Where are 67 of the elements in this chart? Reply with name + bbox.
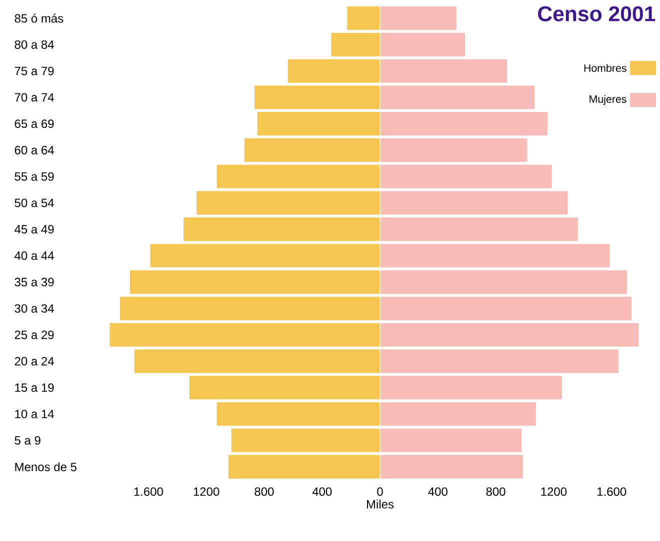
bar (108, 322, 380, 348)
bar (196, 190, 380, 216)
x-tick-label: 1200 (194, 487, 220, 496)
y-tick-label: 45 a 49 (14, 225, 54, 234)
bar (380, 6, 458, 31)
bar (380, 32, 466, 58)
bar (380, 454, 524, 480)
y-tick-label: 40 a 44 (14, 251, 54, 260)
y-tick-label: 10 a 14 (15, 410, 54, 418)
bar (256, 111, 380, 136)
bar (228, 454, 380, 480)
bar (380, 164, 553, 190)
y-tick-label: 35 a 39 (14, 278, 54, 286)
bar (380, 84, 536, 110)
x-tick-label: 800 (254, 487, 274, 496)
x-tick-label: 400 (312, 487, 332, 496)
y-tick-label: 15 a 19 (15, 383, 54, 392)
bar (380, 111, 548, 136)
bar (230, 428, 380, 453)
bar (380, 375, 563, 400)
bar (182, 216, 380, 242)
legend-label: Hombres (584, 64, 626, 72)
x-tick-label: 0 (377, 487, 383, 496)
bar (380, 401, 537, 427)
x-tick-label: 1.600 (597, 487, 626, 496)
bar (244, 138, 380, 163)
chart-title: Censo 2001 (538, 6, 656, 22)
bar (346, 6, 380, 31)
bar (380, 216, 579, 242)
y-tick-label: 60 a 64 (14, 146, 54, 154)
bar (216, 401, 380, 427)
bar (380, 243, 611, 268)
y-tick-label: 80 a 84 (14, 40, 54, 49)
x-tick-label: 1.600 (134, 487, 163, 496)
bar (380, 190, 569, 216)
x-tick-label: 800 (486, 487, 506, 496)
bar (129, 270, 380, 295)
bar (254, 84, 380, 110)
bar (380, 428, 522, 453)
bar (380, 296, 632, 322)
x-tick-label: 1200 (541, 487, 567, 496)
bar (149, 243, 380, 268)
bar (216, 164, 380, 190)
bar (380, 138, 528, 163)
bar (286, 58, 380, 84)
bar (119, 296, 380, 322)
bar (380, 348, 620, 374)
x-axis-title: Miles (366, 500, 394, 509)
x-tick-label: 400 (428, 487, 448, 496)
y-tick-label: Menos de 5 (15, 462, 76, 472)
y-tick-label: 65 a 69 (14, 119, 54, 128)
bar (380, 58, 508, 84)
y-tick-label: 75 a 79 (14, 66, 54, 76)
legend-label: Mujeres (590, 95, 626, 105)
y-tick-label: 25 a 29 (14, 330, 54, 340)
y-tick-label: 5 a 9 (14, 436, 40, 445)
bar (380, 270, 628, 295)
y-tick-label: 20 a 24 (14, 356, 54, 366)
bar (330, 32, 380, 58)
y-tick-label: 30 a 34 (14, 304, 54, 313)
y-tick-label: 85 ó más (14, 14, 64, 23)
y-tick-label: 50 a 54 (14, 198, 54, 208)
y-tick-label: 70 a 74 (14, 93, 54, 102)
bar (188, 375, 380, 400)
bar (134, 348, 380, 374)
y-tick-label: 55 a 59 (14, 172, 54, 181)
bar (380, 322, 640, 348)
